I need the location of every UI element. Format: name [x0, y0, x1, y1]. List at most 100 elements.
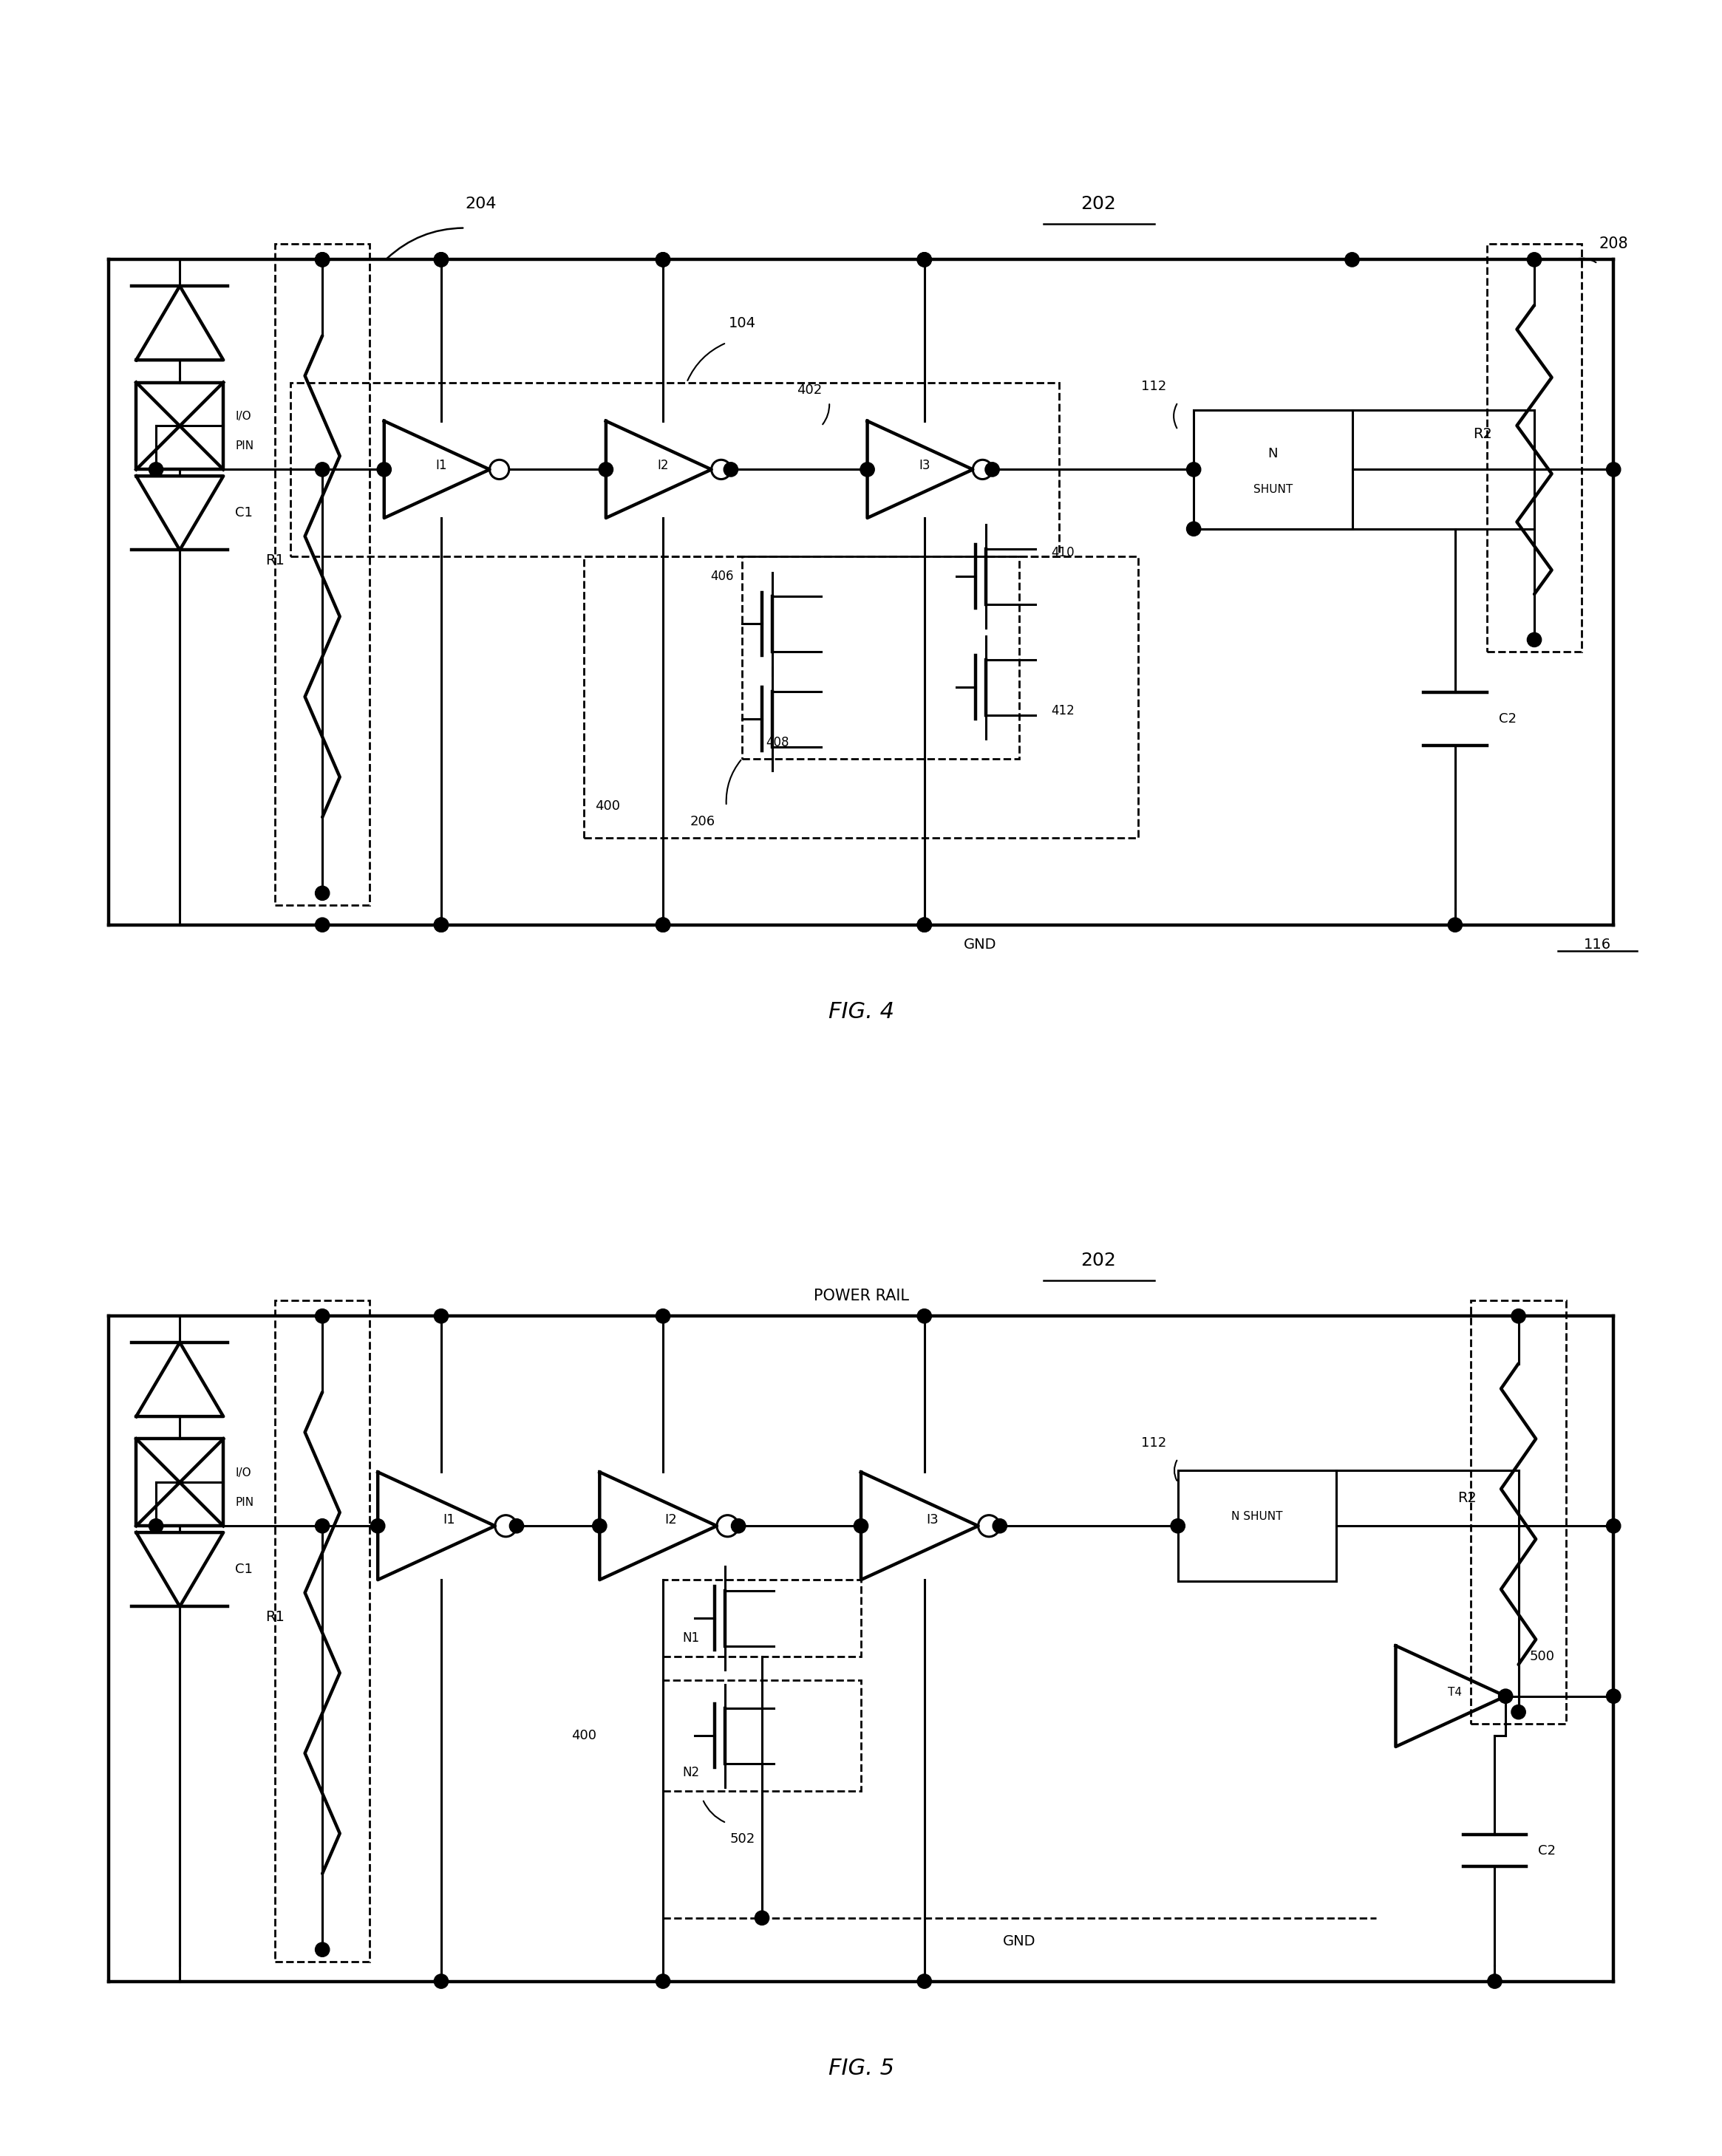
- Text: 410: 410: [1050, 545, 1075, 558]
- Text: PIN: PIN: [236, 440, 253, 451]
- Text: POWER RAIL: POWER RAIL: [813, 1289, 909, 1304]
- Circle shape: [434, 252, 448, 267]
- Text: 204: 204: [465, 196, 496, 211]
- Text: 406: 406: [711, 569, 734, 582]
- Circle shape: [918, 1975, 932, 1988]
- Text: I1: I1: [436, 459, 448, 472]
- Circle shape: [1512, 1309, 1526, 1324]
- Circle shape: [1186, 522, 1200, 537]
- Circle shape: [1607, 1688, 1620, 1703]
- Text: 112: 112: [1142, 379, 1168, 392]
- Text: 202: 202: [1081, 1253, 1116, 1270]
- Text: I3: I3: [926, 1514, 938, 1526]
- Circle shape: [315, 918, 329, 931]
- Circle shape: [656, 1309, 670, 1324]
- Text: FIG. 5: FIG. 5: [828, 2057, 894, 2078]
- Text: PIN: PIN: [236, 1496, 253, 1507]
- Text: 412: 412: [1050, 705, 1075, 718]
- Text: I2: I2: [665, 1514, 677, 1526]
- Text: 502: 502: [730, 1833, 754, 1846]
- Circle shape: [1186, 461, 1200, 476]
- Circle shape: [315, 1943, 329, 1958]
- Circle shape: [434, 918, 448, 931]
- Circle shape: [510, 1518, 523, 1533]
- Circle shape: [434, 1975, 448, 1988]
- Bar: [1178, 1470, 1336, 1580]
- Circle shape: [1607, 461, 1620, 476]
- Circle shape: [1488, 1975, 1502, 1988]
- Circle shape: [918, 918, 932, 931]
- Circle shape: [656, 252, 670, 267]
- Text: I/O: I/O: [236, 1468, 251, 1479]
- Circle shape: [1527, 632, 1541, 647]
- Text: GND: GND: [1002, 1934, 1037, 1949]
- Bar: [1193, 410, 1352, 528]
- Circle shape: [754, 1910, 770, 1925]
- Circle shape: [656, 918, 670, 931]
- Text: 400: 400: [572, 1729, 596, 1742]
- Text: N: N: [1267, 446, 1278, 459]
- Circle shape: [370, 1518, 386, 1533]
- Circle shape: [434, 1309, 448, 1324]
- Text: C2: C2: [1538, 1843, 1557, 1856]
- Text: 208: 208: [1598, 237, 1629, 252]
- Text: GND: GND: [963, 938, 997, 951]
- Circle shape: [592, 1518, 606, 1533]
- Text: I/O: I/O: [236, 412, 251, 423]
- Circle shape: [918, 252, 932, 267]
- Circle shape: [315, 461, 329, 476]
- Circle shape: [1512, 1705, 1526, 1718]
- Circle shape: [315, 252, 329, 267]
- Circle shape: [1345, 252, 1359, 267]
- Circle shape: [723, 461, 739, 476]
- Circle shape: [861, 461, 875, 476]
- Circle shape: [599, 461, 613, 476]
- Text: R2: R2: [1474, 427, 1493, 440]
- Circle shape: [918, 918, 932, 931]
- Text: I1: I1: [443, 1514, 455, 1526]
- Text: R1: R1: [265, 1611, 284, 1623]
- Circle shape: [148, 1518, 164, 1533]
- Circle shape: [918, 1309, 932, 1324]
- Circle shape: [315, 1518, 329, 1533]
- Text: N1: N1: [684, 1632, 699, 1645]
- Circle shape: [1448, 918, 1462, 931]
- Text: C1: C1: [236, 507, 253, 520]
- Text: SHUNT: SHUNT: [1254, 483, 1293, 496]
- Circle shape: [732, 1518, 746, 1533]
- Circle shape: [377, 461, 391, 476]
- Circle shape: [1498, 1688, 1512, 1703]
- Text: N SHUNT: N SHUNT: [1231, 1511, 1283, 1522]
- Circle shape: [985, 461, 999, 476]
- Bar: [136, 382, 224, 470]
- Circle shape: [854, 1518, 868, 1533]
- Text: R2: R2: [1457, 1492, 1476, 1505]
- Text: C2: C2: [1498, 711, 1517, 727]
- Bar: [136, 1438, 224, 1526]
- Text: FIG. 4: FIG. 4: [828, 1000, 894, 1022]
- Text: 408: 408: [766, 735, 789, 750]
- Circle shape: [1607, 1518, 1620, 1533]
- Circle shape: [992, 1518, 1007, 1533]
- Text: 112: 112: [1142, 1436, 1168, 1449]
- Circle shape: [434, 918, 448, 931]
- Text: C1: C1: [236, 1563, 253, 1576]
- Text: 400: 400: [596, 800, 620, 813]
- Circle shape: [656, 1975, 670, 1988]
- Circle shape: [1171, 1518, 1185, 1533]
- Text: N2: N2: [684, 1766, 699, 1779]
- Circle shape: [918, 252, 932, 267]
- Text: 202: 202: [1081, 196, 1116, 213]
- Circle shape: [434, 252, 448, 267]
- Circle shape: [656, 918, 670, 931]
- Text: T4: T4: [1448, 1686, 1462, 1697]
- Text: 402: 402: [797, 384, 821, 397]
- Text: 116: 116: [1584, 938, 1612, 951]
- Text: R1: R1: [265, 554, 284, 567]
- Circle shape: [1527, 252, 1541, 267]
- Text: 500: 500: [1529, 1649, 1555, 1662]
- Circle shape: [315, 1309, 329, 1324]
- Circle shape: [315, 252, 329, 267]
- Text: I3: I3: [918, 459, 930, 472]
- Text: 206: 206: [691, 815, 715, 828]
